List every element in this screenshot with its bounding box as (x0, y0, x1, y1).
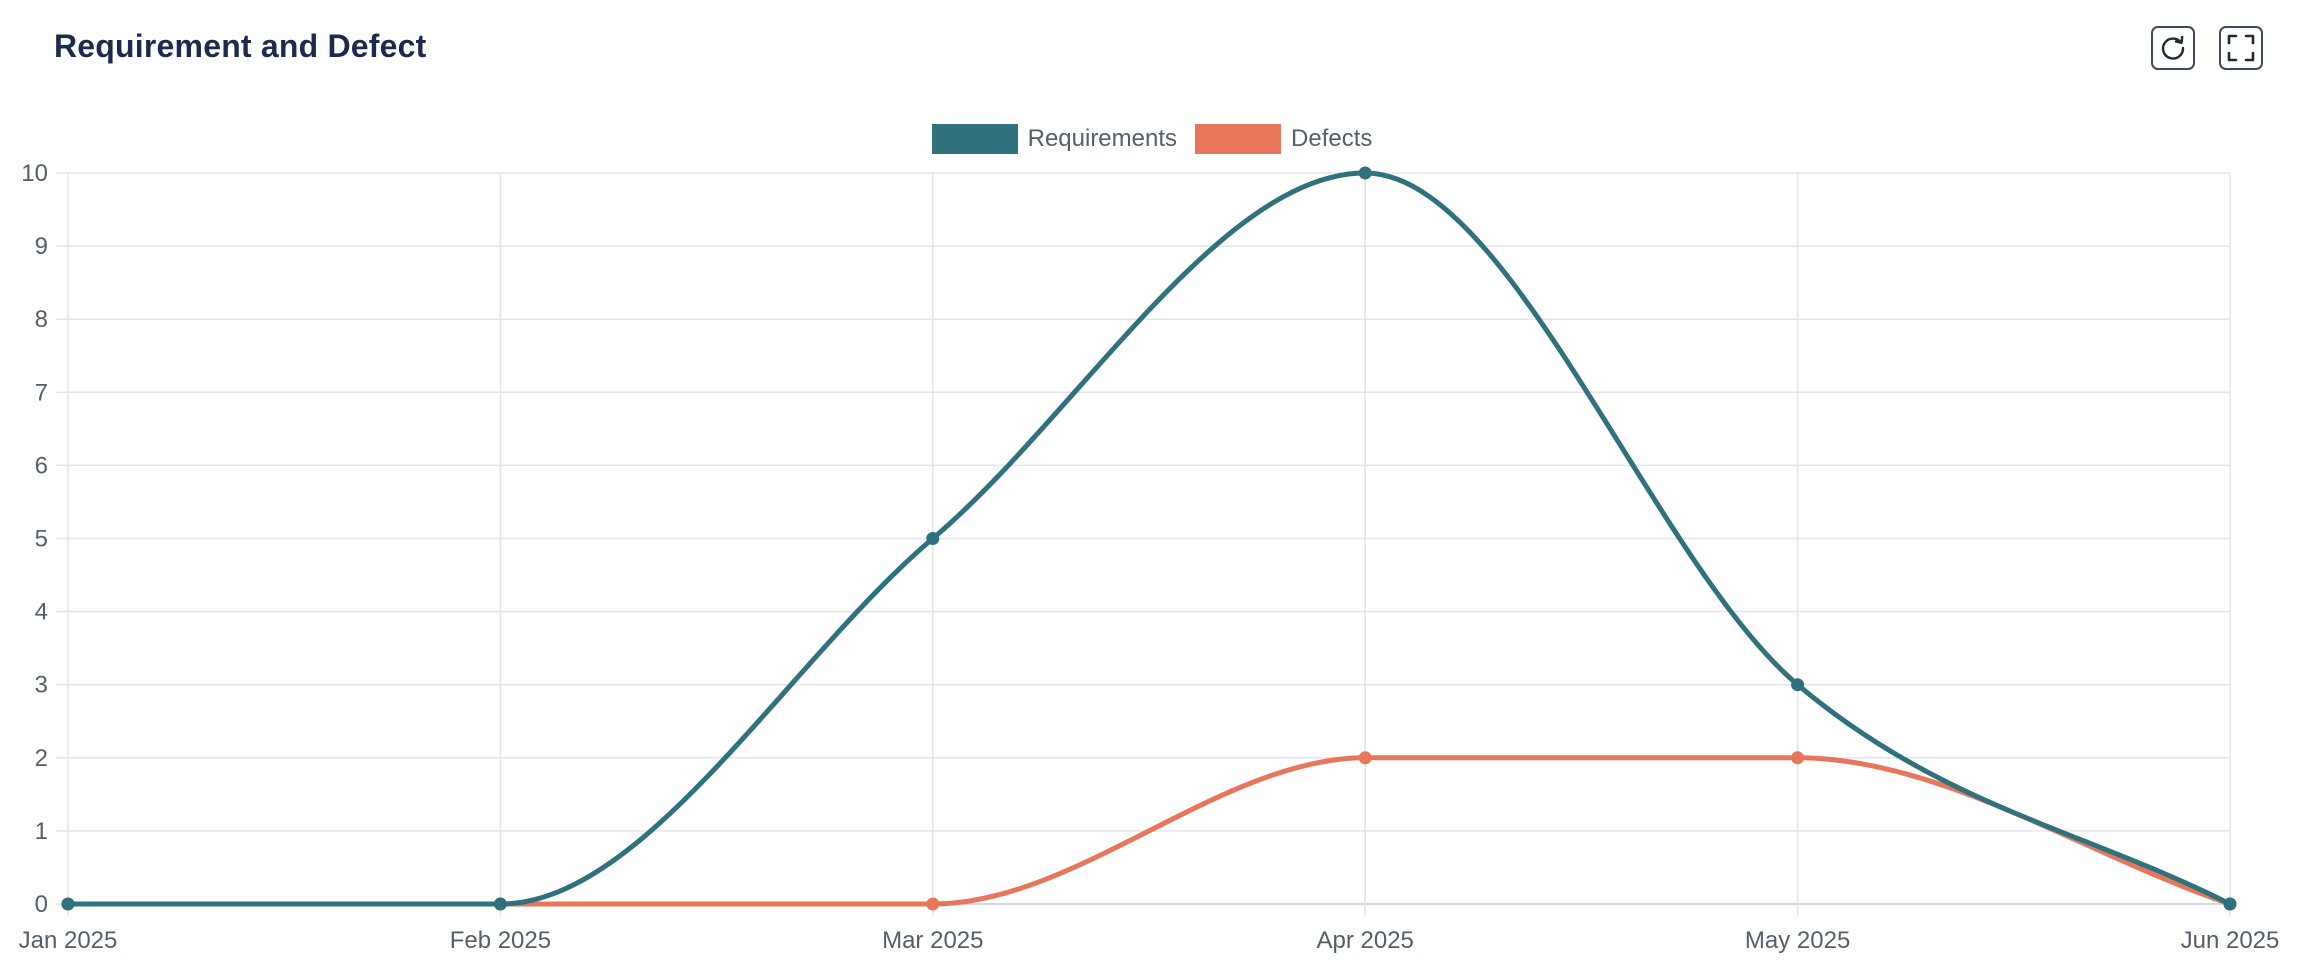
y-tick-label: 8 (35, 306, 48, 333)
y-tick-label: 0 (35, 891, 48, 918)
data-point-requirements (1791, 678, 1805, 692)
y-tick-label: 1 (35, 818, 48, 845)
x-tick-label: Apr 2025 (1316, 927, 1413, 954)
x-tick-label: May 2025 (1745, 927, 1850, 954)
data-point-requirements (1358, 166, 1372, 180)
data-point-requirements (61, 897, 75, 911)
legend-item-requirements[interactable]: Requirements (931, 124, 1178, 154)
chart-area: Requirements Defects 0 1 2 3 4 5 6 7 8 9 10 Jan 202… (0, 100, 2304, 972)
y-tick-label: 10 (21, 160, 48, 187)
x-tick-label: Feb 2025 (450, 927, 551, 954)
y-tick-label: 4 (35, 599, 48, 626)
y-tick-label: 6 (35, 452, 48, 479)
chart-title: Requirement and Defect (54, 28, 427, 64)
x-tick-label: Jun 2025 (2181, 927, 2280, 954)
x-tick-label: Mar 2025 (882, 927, 983, 954)
fullscreen-icon (2227, 34, 2255, 62)
refresh-icon (2161, 35, 2185, 60)
data-point-defects (926, 897, 940, 911)
legend-swatch-requirements (931, 124, 1018, 154)
refresh-button[interactable] (2151, 26, 2195, 70)
chart-legend: Requirements Defects (0, 124, 2304, 154)
data-point-requirements (2223, 897, 2237, 911)
legend-label-defects: Defects (1291, 125, 1373, 152)
line-chart: 0 1 2 3 4 5 6 7 8 9 10 Jan 2025 Feb 2025 Mar 2025 Apr … (19, 160, 2280, 954)
data-point-defects (1791, 751, 1805, 765)
fullscreen-button[interactable] (2219, 26, 2263, 70)
y-tick-label: 2 (35, 745, 48, 772)
legend-swatch-defects (1195, 124, 1282, 154)
y-tick-label: 9 (35, 233, 48, 260)
data-point-requirements (493, 897, 507, 911)
data-point-defects (1358, 751, 1372, 765)
y-tick-label: 7 (35, 379, 48, 406)
y-tick-label: 3 (35, 672, 48, 699)
y-tick-label: 5 (35, 526, 48, 553)
chart-header: Requirement and Defect (0, 0, 2304, 100)
x-tick-label: Jan 2025 (19, 927, 118, 954)
data-point-requirements (926, 532, 940, 545)
legend-item-defects[interactable]: Defects (1195, 124, 1372, 154)
legend-label-requirements: Requirements (1027, 125, 1178, 152)
